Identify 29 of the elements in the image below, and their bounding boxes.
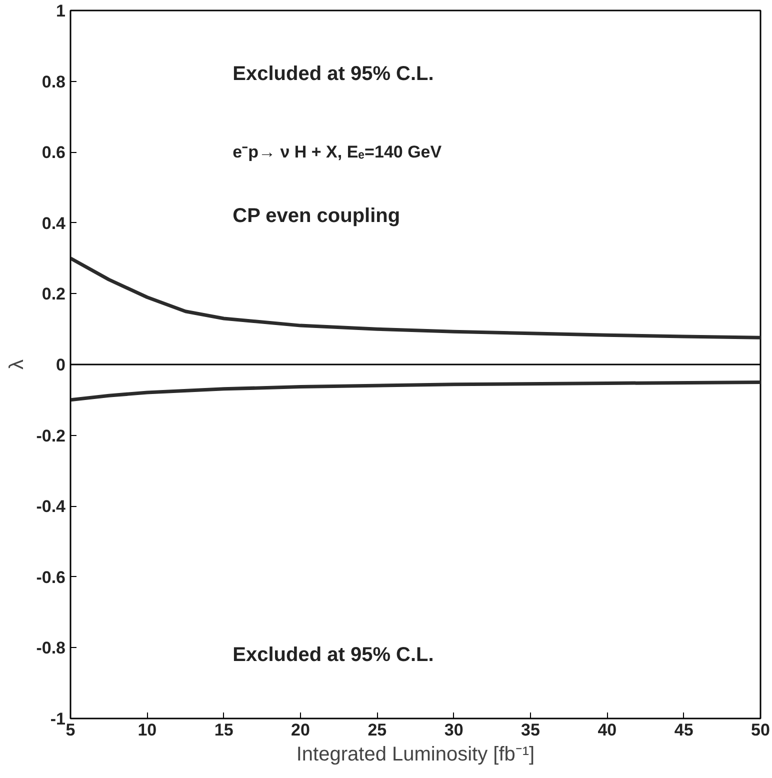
- x-tick-label: 40: [598, 720, 617, 740]
- x-tick-label: 10: [138, 720, 157, 740]
- y-tick-label: -0.6: [36, 568, 66, 587]
- x-tick-label: 45: [674, 720, 694, 740]
- x-tick-label: 15: [214, 720, 234, 740]
- y-tick-label: -0.8: [36, 638, 66, 658]
- y-tick-label: 0.8: [42, 72, 66, 92]
- x-tick-label: 20: [291, 720, 310, 740]
- annotation: CP even coupling: [232, 204, 400, 227]
- x-tick-label: 50: [751, 720, 770, 740]
- x-tick-label: 5: [66, 720, 76, 740]
- x-tick-label: 35: [521, 720, 540, 740]
- y-tick-label: 0.6: [42, 143, 66, 162]
- line-series: [70, 256, 760, 340]
- y-axis-title: λ: [6, 360, 28, 370]
- x-axis-title: Integrated Luminosity [fb⁻¹]: [296, 744, 535, 766]
- annotation: Excluded at 95% C.L.: [232, 644, 434, 666]
- x-tick-label: 30: [444, 720, 464, 740]
- y-tick-label: 0.2: [42, 284, 66, 304]
- y-tick-label: -0.2: [36, 426, 66, 446]
- annotation: Excluded at 95% C.L.: [232, 63, 434, 86]
- x-tick-label: 25: [368, 720, 387, 740]
- y-tick-label: -0.4: [36, 497, 66, 516]
- line-series: [70, 380, 760, 402]
- y-tick-label: -1: [50, 710, 66, 728]
- annotation: e⁻p→ ν H + X, Eₑ=140 GeV: [232, 142, 442, 162]
- y-tick-label: 1: [56, 2, 66, 20]
- y-tick-label: 0: [56, 356, 66, 374]
- y-tick-label: 0.4: [42, 214, 66, 233]
